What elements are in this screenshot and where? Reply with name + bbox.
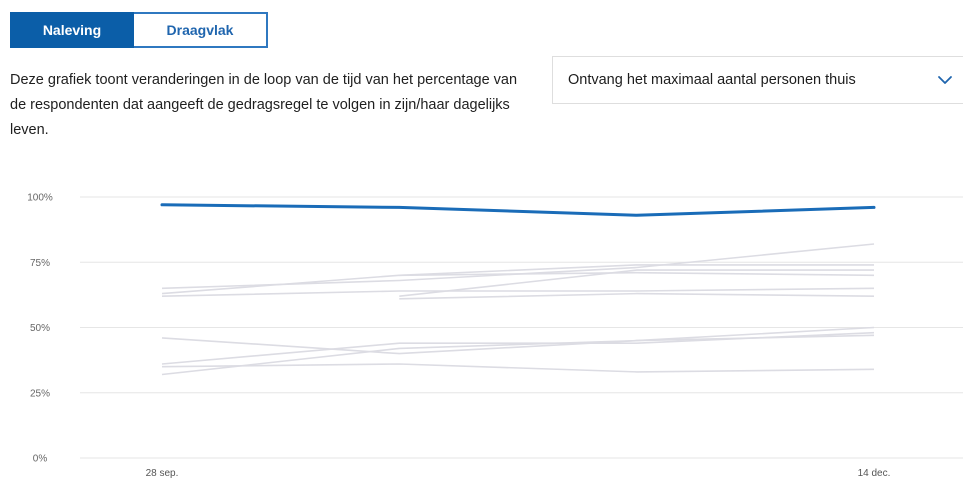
tab-bar: Naleving Draagvlak [10, 12, 268, 48]
behavior-rule-select[interactable]: Ontvang het maximaal aantal personen thu… [552, 56, 963, 104]
context-series-line [161, 287, 875, 297]
x-tick-label: 14 dec. [858, 468, 891, 479]
x-tick-label: 28 sep. [146, 468, 179, 479]
y-tick-label: 50% [30, 323, 50, 334]
tab-naleving[interactable]: Naleving [10, 12, 134, 48]
y-tick-label: 75% [30, 258, 50, 269]
context-series-line [399, 269, 874, 297]
chart-description: Deze grafiek toont veranderingen in de l… [10, 72, 518, 138]
context-series-line [161, 363, 875, 373]
line-chart: 0% 25% 50% 75% 100% 28 sep. 14 dec. [27, 193, 963, 479]
context-series-line [161, 243, 875, 290]
y-tick-label: 25% [30, 388, 50, 399]
y-tick-label: 100% [27, 193, 53, 204]
context-series-line [399, 292, 875, 300]
context-series-line [399, 264, 874, 277]
context-series-line [161, 334, 875, 376]
tab-draagvlak[interactable]: Draagvlak [134, 12, 268, 48]
context-series-line [161, 326, 875, 355]
chevron-down-icon [938, 76, 952, 84]
behavior-rule-select-value: Ontvang het maximaal aantal personen thu… [568, 72, 856, 88]
highlighted-series-line [160, 203, 876, 217]
y-tick-label: 0% [33, 454, 48, 465]
